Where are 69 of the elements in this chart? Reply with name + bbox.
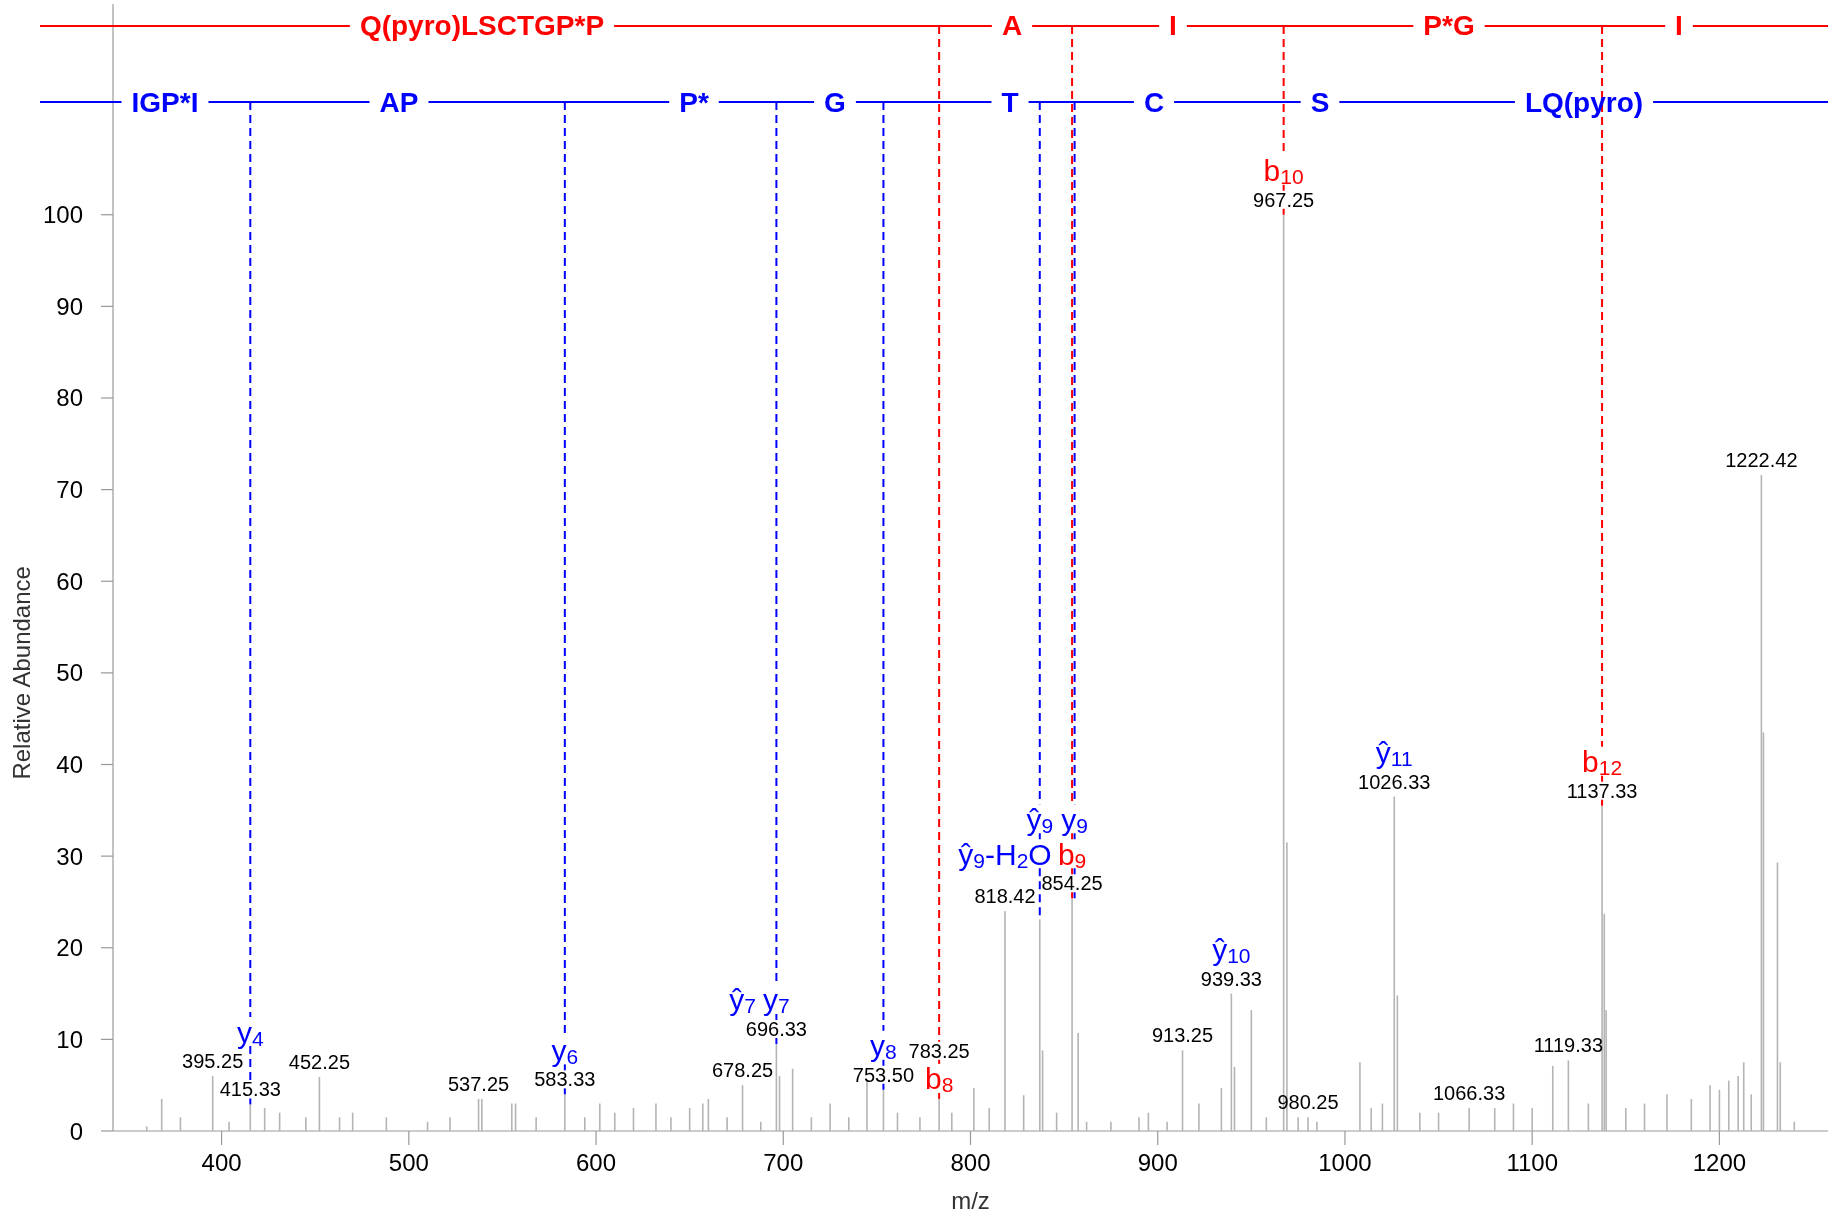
annotation: 939.33 bbox=[1200, 967, 1262, 990]
y-tick-label: 70 bbox=[56, 476, 83, 504]
ref-line-label: b$_{9}$ bbox=[1057, 837, 1087, 872]
x-tick-label: 900 bbox=[1137, 1149, 1178, 1176]
annotation: C bbox=[1143, 86, 1165, 118]
x-tick-label: 400 bbox=[201, 1149, 242, 1176]
x-tick-label: 1100 bbox=[1506, 1149, 1558, 1176]
ref-line-label: y$_{4}$ bbox=[236, 1015, 264, 1050]
annotation: IGP*I bbox=[131, 86, 199, 118]
y-tick-label: 90 bbox=[56, 292, 83, 320]
annotation: 783.25 bbox=[908, 1039, 970, 1062]
y-tick-label: 100 bbox=[42, 201, 83, 229]
y-axis-title: Relative Abundance bbox=[8, 566, 35, 780]
annotation: LQ(pyro) bbox=[1524, 86, 1644, 118]
annotation: 415.33 bbox=[219, 1078, 281, 1101]
x-tick-label: 1000 bbox=[1318, 1149, 1372, 1176]
x-tick-label: 500 bbox=[388, 1149, 429, 1176]
annotation: ŷ$_{7}$ bbox=[729, 982, 756, 1018]
annotation: 395.25 bbox=[182, 1050, 244, 1073]
ref-line-label: ŷ$_{9}$ bbox=[1026, 802, 1054, 837]
annotation: 967.25 bbox=[1253, 188, 1315, 211]
annotation: 583.33 bbox=[534, 1068, 596, 1091]
y-tick-label: 20 bbox=[56, 934, 83, 962]
y-tick-label: 80 bbox=[56, 384, 83, 412]
annotation: 452.25 bbox=[288, 1050, 350, 1073]
y-tick-label: 30 bbox=[56, 842, 83, 870]
annotation: S bbox=[1310, 86, 1330, 118]
annotation: 913.25 bbox=[1151, 1024, 1214, 1047]
annotation: ŷ$_{11}$ bbox=[1375, 735, 1413, 770]
annotation: G bbox=[824, 86, 846, 118]
annotation: A bbox=[1001, 10, 1023, 42]
y-tick-label: 40 bbox=[56, 751, 83, 778]
annotation: I bbox=[1675, 10, 1683, 42]
ref-line-label: y$_{7}$ bbox=[763, 982, 790, 1018]
ref-line-label: b$_{12}$ bbox=[1582, 744, 1623, 780]
annotation: 753.50 bbox=[852, 1063, 915, 1086]
annotation: 1222.42 bbox=[1725, 448, 1798, 471]
annotation: 854.25 bbox=[1041, 872, 1103, 895]
x-tick-label: 700 bbox=[763, 1149, 804, 1176]
y-tick-label: 60 bbox=[56, 567, 83, 595]
annotation: 818.42 bbox=[974, 885, 1036, 908]
ref-line-label: y$_{9}$ bbox=[1061, 802, 1088, 837]
x-tick-label: 1200 bbox=[1692, 1149, 1747, 1176]
annotation: 1026.33 bbox=[1358, 770, 1431, 793]
y-tick-label: 50 bbox=[56, 659, 83, 687]
ref-line-label: y$_{8}$ bbox=[870, 1028, 897, 1064]
annotation: 1066.33 bbox=[1432, 1082, 1506, 1105]
annotation: 1137.33 bbox=[1566, 779, 1638, 802]
annotation: I bbox=[1169, 10, 1177, 42]
ref-line-label: b$_{10}$ bbox=[1263, 153, 1304, 189]
annotation: 678.25 bbox=[711, 1059, 774, 1082]
annotation: 696.33 bbox=[745, 1017, 807, 1040]
x-tick-label: 600 bbox=[576, 1149, 617, 1176]
y-tick-label: 0 bbox=[69, 1117, 83, 1145]
x-tick-label: 800 bbox=[950, 1149, 991, 1176]
annotation: AP bbox=[379, 86, 419, 118]
annotation: 980.25 bbox=[1277, 1091, 1339, 1114]
x-axis-title: m/z bbox=[951, 1187, 990, 1214]
annotation: Q(pyro)LSCTGP*P bbox=[359, 10, 605, 42]
annotation: ŷ$_{10}$ bbox=[1212, 932, 1251, 967]
y-tick-label: 10 bbox=[56, 1025, 83, 1053]
annotation: P*G bbox=[1423, 10, 1475, 42]
annotation: 537.25 bbox=[447, 1072, 510, 1095]
annotation: T bbox=[1001, 86, 1019, 118]
ref-line-label: y$_{6}$ bbox=[551, 1033, 579, 1068]
ref-line-label: b$_{8}$ bbox=[924, 1061, 954, 1097]
annotation: ŷ$_{9}$-H$_{2}$O bbox=[958, 837, 1052, 872]
annotation: 1119.33 bbox=[1533, 1034, 1604, 1057]
annotation: P* bbox=[679, 86, 709, 118]
